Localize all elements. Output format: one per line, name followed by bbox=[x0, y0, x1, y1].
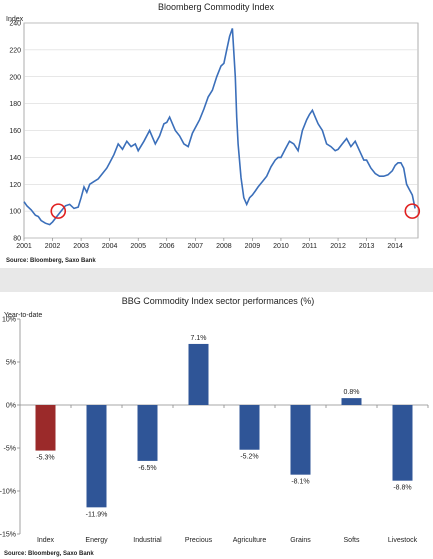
x-tick-label: 2012 bbox=[330, 243, 346, 250]
data-label: -11.9% bbox=[86, 511, 108, 518]
y-axis-label: Year-to-date bbox=[4, 312, 42, 319]
bar-industrial bbox=[137, 405, 158, 461]
chart-title: Bloomberg Commodity Index bbox=[158, 2, 275, 12]
category-label: Index bbox=[37, 537, 55, 544]
sector-performance-bar-chart: BBG Commodity Index sector performances … bbox=[0, 296, 429, 557]
data-label: 0.8% bbox=[344, 389, 360, 396]
data-label: -6.5% bbox=[138, 465, 156, 472]
x-tick-label: 2001 bbox=[16, 243, 32, 250]
y-axis-label: Index bbox=[6, 16, 24, 23]
bar-livestock bbox=[392, 405, 413, 481]
y-tick-label: 240 bbox=[9, 21, 21, 28]
data-label: 7.1% bbox=[191, 335, 207, 342]
bar-index bbox=[35, 405, 56, 451]
x-tick-label: 2003 bbox=[73, 243, 89, 250]
y-tick-label: -5% bbox=[4, 446, 16, 453]
x-tick-label: 2002 bbox=[45, 243, 61, 250]
y-tick-label: 120 bbox=[9, 182, 21, 189]
chart-source: Source: Bloomberg, Saxo Bank bbox=[6, 258, 96, 264]
category-label: Industrial bbox=[133, 537, 162, 544]
index-series-line bbox=[23, 28, 416, 226]
sector-performance-chart-panel: BBG Commodity Index sector performances … bbox=[0, 292, 433, 559]
commodity-index-line-chart: Bloomberg Commodity Index Index 80 100 120… bbox=[6, 2, 421, 264]
data-label: -5.2% bbox=[240, 454, 258, 461]
y-tick-label: 80 bbox=[13, 236, 21, 243]
data-label: -8.8% bbox=[393, 485, 411, 492]
chart-title: BBG Commodity Index sector performances … bbox=[122, 296, 315, 306]
chart-source: Source: Bloomberg, Saxo Bank bbox=[4, 551, 94, 557]
y-tick-label: -15% bbox=[0, 532, 16, 539]
x-tick-label: 2009 bbox=[245, 243, 261, 250]
y-tick-label: 10% bbox=[2, 317, 16, 324]
category-label: Precious bbox=[185, 537, 213, 544]
bar-energy bbox=[86, 405, 107, 508]
data-label: -5.3% bbox=[36, 455, 54, 462]
y-tick-label: 160 bbox=[9, 128, 21, 135]
bar-agriculture bbox=[239, 405, 260, 450]
category-label: Energy bbox=[85, 537, 108, 544]
bar-precious bbox=[188, 343, 209, 405]
y-tick-label: -10% bbox=[0, 489, 16, 496]
y-tick-label: 220 bbox=[9, 47, 21, 54]
bar-grains bbox=[290, 405, 311, 475]
x-tick-label: 2013 bbox=[359, 243, 375, 250]
x-tick-label: 2011 bbox=[302, 243, 317, 250]
y-tick-label: 0% bbox=[6, 403, 16, 410]
x-tick-label: 2010 bbox=[273, 243, 289, 250]
x-tick-label: 2007 bbox=[188, 243, 204, 250]
y-tick-label: 100 bbox=[9, 209, 21, 216]
y-tick-label: 180 bbox=[9, 101, 21, 108]
bar-softs bbox=[341, 398, 362, 405]
highlight-circle bbox=[50, 203, 67, 219]
x-tick-label: 2014 bbox=[387, 243, 403, 250]
highlight-circle bbox=[404, 203, 421, 219]
category-label: Grains bbox=[290, 537, 311, 544]
x-tick-label: 2006 bbox=[159, 243, 175, 250]
category-label: Livestock bbox=[388, 537, 418, 544]
x-tick-label: 2004 bbox=[102, 243, 118, 250]
commodity-index-chart-panel: Bloomberg Commodity Index Index 80 100 120… bbox=[0, 0, 433, 268]
category-label: Softs bbox=[344, 537, 360, 544]
y-tick-label: 200 bbox=[9, 74, 21, 81]
data-label: -8.1% bbox=[291, 479, 309, 486]
y-tick-label: 5% bbox=[6, 360, 16, 367]
y-tick-label: 140 bbox=[9, 155, 21, 162]
chart-separator bbox=[0, 268, 433, 292]
x-tick-label: 2008 bbox=[216, 243, 232, 250]
x-tick-label: 2005 bbox=[130, 243, 146, 250]
category-label: Agriculture bbox=[233, 537, 267, 544]
